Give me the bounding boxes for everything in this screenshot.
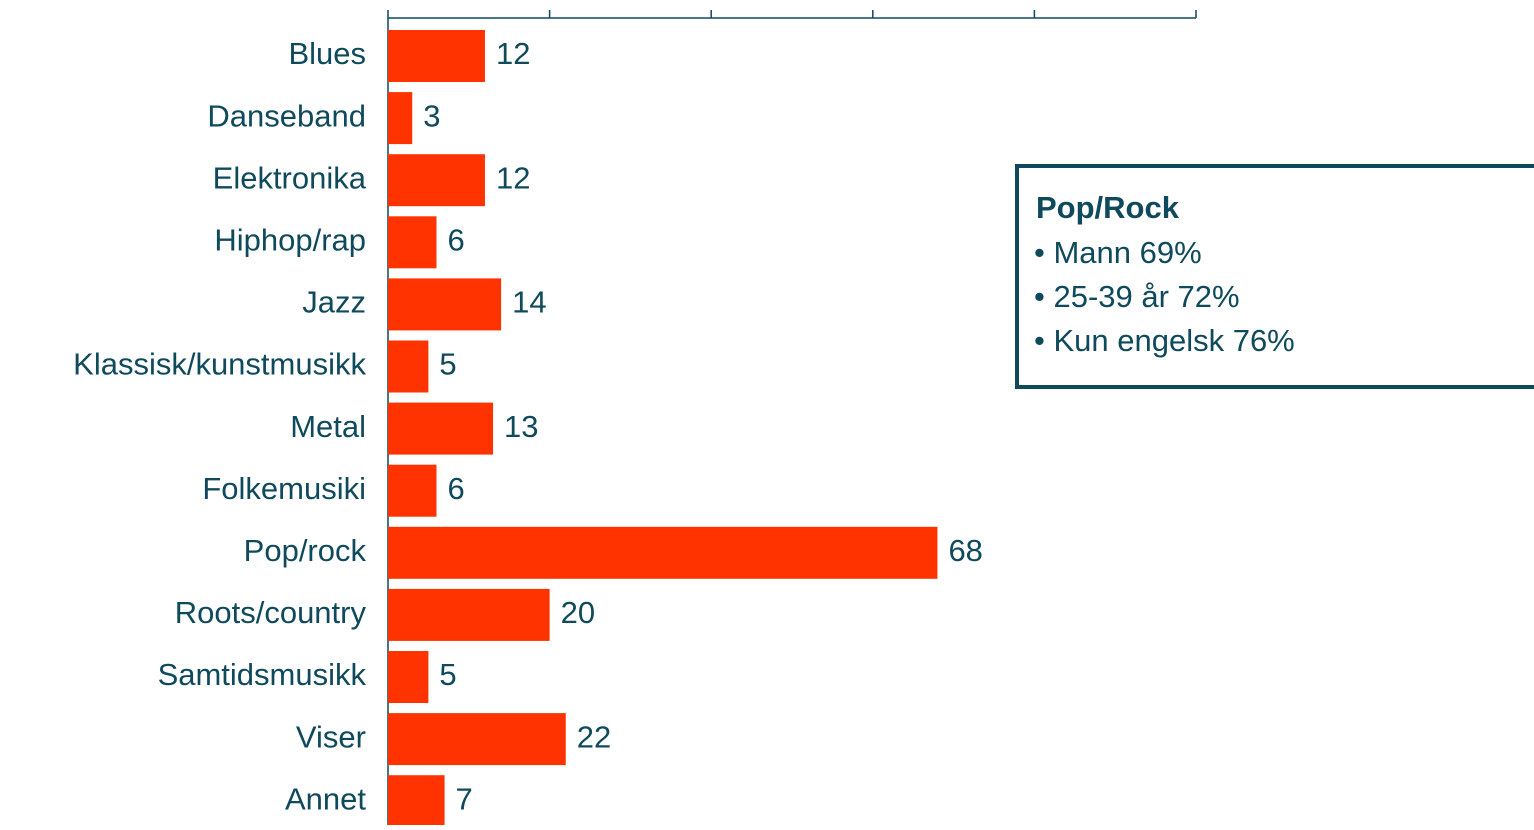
y-tick-label: Elektronika [213,160,367,195]
bar [388,775,445,828]
y-tick-label: Roots/country [175,595,367,630]
bar [388,216,437,269]
value-label: 7 [456,781,473,816]
y-tick-label: Blues [288,36,366,71]
value-label: 12 [496,36,530,71]
bar [388,278,502,331]
value-label: 68 [948,533,982,568]
bar [388,30,485,82]
value-label: 6 [447,222,464,257]
y-tick-label: Folkemusiki [202,471,366,506]
bar [388,464,437,517]
bar [388,588,550,641]
y-tick-label: Metal [290,409,366,444]
y-tick-label: Hiphop/rap [214,222,366,257]
value-label: 14 [512,285,546,320]
bar [388,92,413,145]
y-tick-label: Danseband [207,98,366,133]
value-label: 3 [423,98,440,133]
y-tick-label: Klassisk/kunstmusikk [73,347,366,382]
y-tick-label: Samtidsmusikk [158,657,367,692]
bar [388,154,485,207]
y-tick-label: Pop/rock [244,533,367,568]
value-label: 20 [561,595,595,630]
annotation-title: Pop/Rock [1036,190,1180,225]
y-tick-label: Jazz [302,285,366,320]
annotation-line: • 25-39 år 72% [1034,279,1240,314]
bar [388,713,566,766]
annotation-line: • Kun engelsk 76% [1034,323,1295,358]
bar [388,651,429,703]
value-label: 12 [496,160,530,195]
value-label: 6 [447,471,464,506]
bar [388,526,938,579]
y-tick-label: Viser [296,719,366,754]
annotation-line: • Mann 69% [1034,235,1202,270]
bar [388,402,494,455]
value-label: 13 [504,409,538,444]
value-label: 5 [439,657,456,692]
y-tick-label: Annet [285,781,366,816]
value-label: 22 [577,719,611,754]
bar [388,340,429,393]
value-label: 5 [439,347,456,382]
annotation-box [1015,164,1534,389]
